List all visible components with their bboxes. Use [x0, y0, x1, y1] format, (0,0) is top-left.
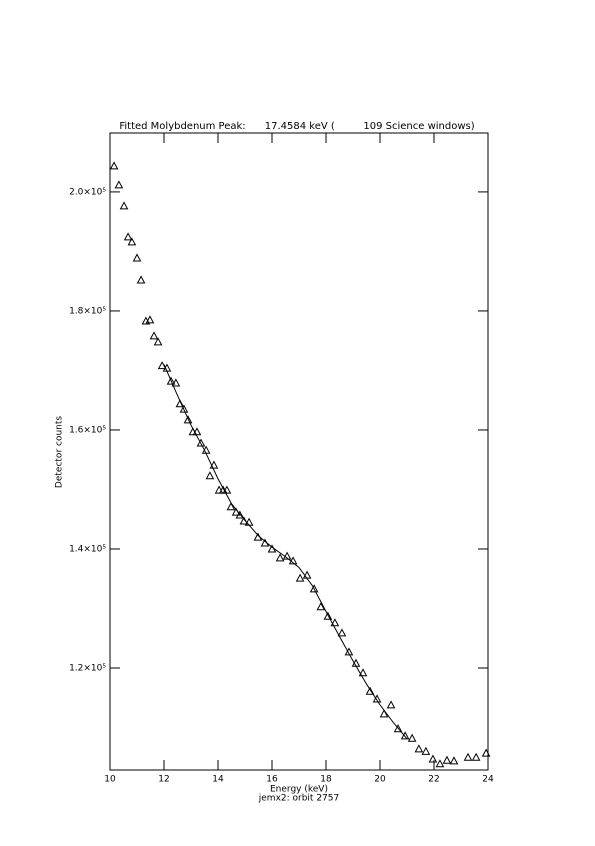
- y-tick-label: 1.4×10⁵: [69, 544, 106, 554]
- data-point: [379, 709, 389, 718]
- data-point: [365, 686, 375, 695]
- data-point: [166, 376, 176, 385]
- data-point: [421, 746, 431, 755]
- data-point: [337, 628, 347, 637]
- x-tick-label: 22: [428, 775, 439, 785]
- y-tick-label: 1.8×10⁵: [69, 306, 106, 316]
- data-point: [481, 748, 491, 757]
- x-tick-label: 14: [212, 775, 224, 785]
- data-point: [149, 331, 159, 340]
- data-point: [275, 553, 285, 562]
- data-point: [153, 337, 163, 346]
- data-point: [196, 438, 206, 447]
- x-tick-label: 16: [266, 775, 278, 785]
- data-point: [179, 404, 189, 413]
- data-point: [171, 378, 181, 387]
- data-point: [323, 611, 333, 620]
- x-tick-label: 18: [320, 775, 332, 785]
- data-point: [157, 361, 167, 370]
- data-point: [282, 551, 292, 560]
- y-axis-label: Detector counts: [55, 416, 65, 488]
- data-point: [414, 744, 424, 753]
- data-point: [330, 618, 340, 627]
- data-point: [435, 759, 445, 768]
- data-point: [442, 755, 452, 764]
- data-point: [449, 756, 459, 765]
- data-point: [222, 485, 232, 494]
- data-point: [123, 232, 133, 241]
- data-point: [471, 752, 481, 761]
- y-tick-label: 1.2×10⁵: [69, 663, 106, 673]
- data-point: [400, 731, 410, 740]
- data-point: [358, 668, 368, 677]
- x-tick-label: 12: [158, 775, 169, 785]
- fit-line: [163, 364, 408, 740]
- data-point: [344, 647, 354, 656]
- data-point: [226, 502, 236, 511]
- data-point: [288, 556, 298, 565]
- x-axis-label: Energy (keV): [270, 785, 328, 795]
- x-tick-label: 24: [482, 775, 494, 785]
- data-point: [132, 253, 142, 262]
- x-tick-label: 10: [104, 775, 116, 785]
- data-point: [372, 694, 382, 703]
- data-point: [386, 700, 396, 709]
- data-point: [309, 584, 319, 593]
- data-point: [295, 573, 305, 582]
- chart-title: Fitted Molybdenum Peak: 17.4584 keV ( 10…: [119, 121, 474, 132]
- data-point: [114, 180, 124, 189]
- x-tick-label: 20: [374, 775, 386, 785]
- data-point: [119, 201, 129, 210]
- data-point: [145, 315, 155, 324]
- data-point: [428, 754, 438, 763]
- data-point: [183, 415, 193, 424]
- data-point: [209, 460, 219, 469]
- data-point: [205, 471, 215, 480]
- data-point: [235, 510, 245, 519]
- data-point: [109, 161, 119, 170]
- note: jemx2: orbit 2757: [258, 794, 339, 804]
- data-point: [316, 602, 326, 611]
- data-point: [127, 237, 137, 246]
- data-point: [463, 752, 473, 761]
- data-point: [393, 724, 403, 733]
- y-tick-label: 2.0×10⁵: [69, 187, 106, 197]
- data-point: [407, 733, 417, 742]
- y-tick-label: 1.6×10⁵: [69, 425, 106, 435]
- plot-frame: [109, 132, 489, 771]
- data-point: [136, 275, 146, 284]
- data-point: [192, 427, 202, 436]
